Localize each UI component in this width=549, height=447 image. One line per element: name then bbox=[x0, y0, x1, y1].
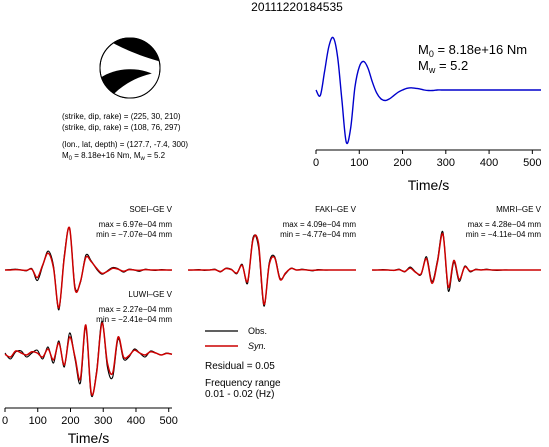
stf-line bbox=[315, 36, 541, 145]
stf-x-axis: 0 100 200 300 400 500 Time/s bbox=[313, 149, 542, 193]
location-depth: (lon., lat, depth) = (127.7, -7.4, 300) bbox=[62, 140, 188, 149]
station-name: FAKI–GE V bbox=[315, 205, 357, 214]
waveform-tick-label: 200 bbox=[61, 415, 79, 427]
station-max: max = 4.09e−04 mm bbox=[283, 220, 357, 229]
stf-m0-label: M0 = 8.18e+16 Nm bbox=[418, 42, 527, 59]
strike-dip-rake-2: (strike, dip, rake) = (108, 76, 297) bbox=[62, 123, 181, 132]
focal-mechanism-info: (strike, dip, rake) = (225, 30, 210) (st… bbox=[62, 112, 188, 162]
figure-title: 20111220184535 bbox=[251, 0, 343, 14]
synthetic-trace bbox=[4, 226, 172, 309]
station-min: min = −4.11e−04 mm bbox=[466, 230, 542, 239]
stf-tick-label: 300 bbox=[437, 157, 455, 169]
stf-tick-label: 500 bbox=[523, 157, 541, 169]
waveform-tick-label: 300 bbox=[94, 415, 112, 427]
station-min: min = −4.77e−04 mm bbox=[280, 230, 356, 239]
synthetic-trace bbox=[372, 232, 541, 289]
moment-magnitude-line: M0 = 8.18e+16 Nm, Mw = 5.2 bbox=[62, 151, 166, 162]
waveform-tick-label: 400 bbox=[127, 415, 145, 427]
legend-obs-label: Obs. bbox=[248, 326, 267, 336]
frequency-range-value: 0.01 - 0.02 (Hz) bbox=[205, 389, 274, 400]
station-max: max = 2.27e−04 mm bbox=[99, 305, 173, 314]
stf-tick-label: 200 bbox=[393, 157, 411, 169]
station-name: LUWI–GE V bbox=[128, 290, 172, 299]
station-name: SOEI–GE V bbox=[129, 205, 172, 214]
station-name: MMRI–GE V bbox=[496, 205, 542, 214]
stf-tick-label: 100 bbox=[350, 157, 368, 169]
residual-label: Residual = 0.05 bbox=[205, 361, 275, 372]
stf-axis-label: Time/s bbox=[408, 177, 449, 193]
waveform-axis-label: Time/s bbox=[68, 430, 109, 446]
station-max: max = 4.28e−04 mm bbox=[468, 220, 542, 229]
observed-trace bbox=[371, 230, 541, 292]
waveform-tick-label: 0 bbox=[2, 415, 8, 427]
station-min: min = −7.07e−04 mm bbox=[96, 230, 172, 239]
station-min: min = −2.41e−04 mm bbox=[96, 315, 172, 324]
stf-tick-label: 400 bbox=[480, 157, 498, 169]
stf-mw-label: Mw = 5.2 bbox=[418, 58, 468, 75]
strike-dip-rake-1: (strike, dip, rake) = (225, 30, 210) bbox=[62, 112, 181, 121]
stf-tick-label: 0 bbox=[313, 157, 319, 169]
waveform-tick-label: 500 bbox=[160, 415, 178, 427]
synthetic-trace bbox=[188, 234, 356, 305]
legend: Obs. Syn. bbox=[205, 326, 267, 351]
waveform-tick-label: 100 bbox=[29, 415, 47, 427]
synthetic-trace bbox=[4, 322, 173, 396]
station-max: max = 6.97e−04 mm bbox=[99, 220, 173, 229]
beach-ball-icon bbox=[99, 37, 161, 99]
frequency-range-label: Frequency range bbox=[205, 378, 281, 389]
stf-curve bbox=[315, 36, 541, 145]
legend-syn-label: Syn. bbox=[248, 341, 266, 351]
